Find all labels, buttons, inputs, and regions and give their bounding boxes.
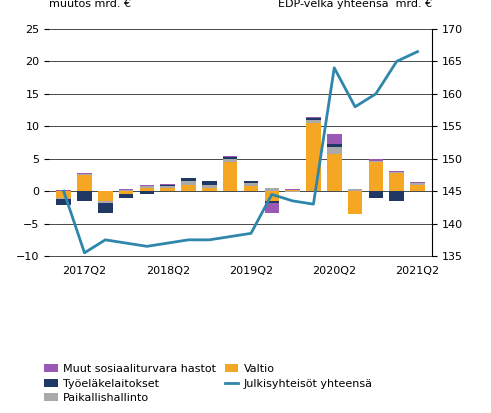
Bar	[369, 162, 383, 191]
Bar	[98, 203, 112, 213]
Text: muutos mrd. €: muutos mrd. €	[49, 0, 131, 9]
Bar	[161, 184, 175, 185]
Bar	[327, 154, 342, 191]
Bar	[265, 191, 279, 201]
Bar	[119, 195, 134, 198]
Bar	[369, 161, 383, 162]
Bar	[265, 203, 279, 213]
Bar	[77, 175, 92, 191]
Bar	[202, 185, 217, 188]
Bar	[161, 188, 175, 191]
Bar	[98, 201, 112, 203]
Bar	[389, 171, 404, 172]
Bar	[119, 191, 134, 195]
Bar	[77, 191, 92, 201]
Bar	[244, 181, 258, 183]
Bar	[139, 191, 154, 195]
Bar	[389, 191, 404, 201]
Bar	[389, 173, 404, 191]
Bar	[119, 190, 134, 191]
Bar	[265, 188, 279, 191]
Bar	[327, 147, 342, 154]
Bar	[181, 185, 196, 191]
Bar	[77, 173, 92, 175]
Bar	[410, 185, 425, 191]
Text: EDP-velka yhteensä  mrd. €: EDP-velka yhteensä mrd. €	[278, 0, 432, 9]
Bar	[56, 198, 71, 199]
Bar	[306, 120, 321, 123]
Bar	[223, 159, 238, 162]
Bar	[202, 181, 217, 185]
Bar	[98, 190, 112, 191]
Bar	[306, 119, 321, 120]
Bar	[181, 178, 196, 181]
Bar	[285, 191, 300, 192]
Bar	[161, 186, 175, 188]
Bar	[306, 116, 321, 119]
Bar	[369, 191, 383, 198]
Legend: Muut sosiaaliturvara hastot, Työeläkelaitokset, Paikallishallinto, Valtio, Julki: Muut sosiaaliturvara hastot, Työeläkelai…	[40, 360, 378, 408]
Bar	[348, 191, 362, 214]
Bar	[56, 191, 71, 198]
Bar	[181, 181, 196, 185]
Bar	[410, 183, 425, 185]
Bar	[202, 188, 217, 191]
Bar	[56, 199, 71, 205]
Bar	[285, 190, 300, 191]
Bar	[306, 123, 321, 191]
Bar	[139, 185, 154, 186]
Bar	[327, 144, 342, 147]
Bar	[327, 134, 342, 144]
Bar	[223, 156, 238, 157]
Bar	[348, 189, 362, 191]
Bar	[389, 172, 404, 173]
Bar	[244, 186, 258, 191]
Bar	[244, 183, 258, 186]
Bar	[410, 182, 425, 183]
Bar	[369, 159, 383, 161]
Bar	[161, 185, 175, 186]
Bar	[139, 188, 154, 191]
Bar	[139, 186, 154, 188]
Bar	[265, 201, 279, 203]
Bar	[223, 157, 238, 159]
Bar	[98, 191, 112, 201]
Bar	[223, 162, 238, 191]
Bar	[285, 189, 300, 190]
Bar	[56, 190, 71, 191]
Bar	[119, 189, 134, 190]
